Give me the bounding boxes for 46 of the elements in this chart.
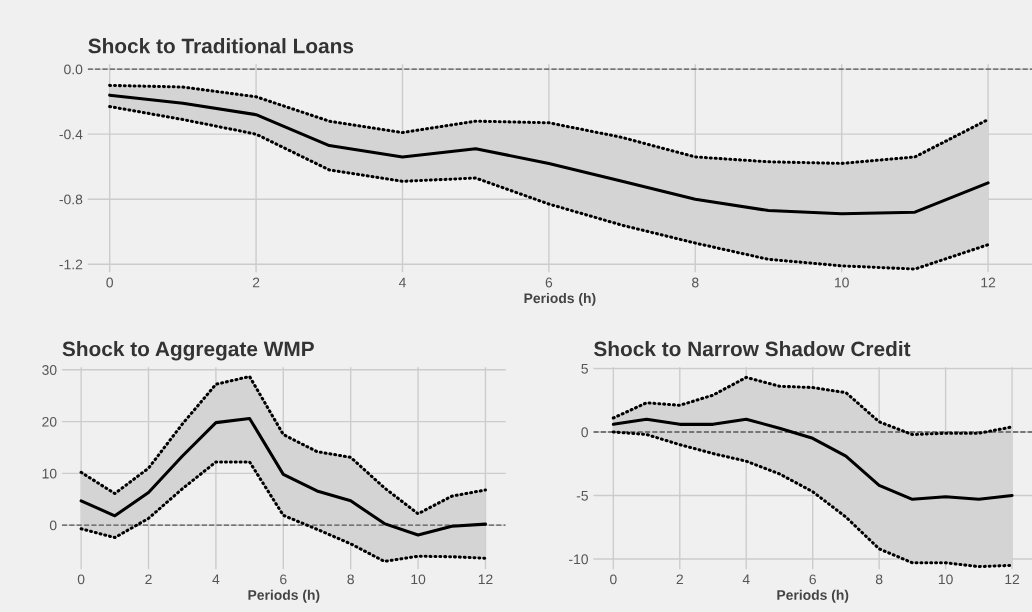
x-tick-label: 4 bbox=[398, 277, 406, 288]
x-tick-label: 10 bbox=[938, 574, 953, 585]
y-tick-label: 10 bbox=[42, 468, 57, 479]
y-tick-label: 30 bbox=[42, 365, 57, 375]
y-tick-label: -0.4 bbox=[59, 129, 83, 140]
chart-title: Shock to Narrow Shadow Credit bbox=[594, 340, 911, 357]
x-axis-title: Periods (h) bbox=[248, 589, 320, 603]
line-series bbox=[108, 83, 990, 165]
line-series bbox=[79, 416, 487, 537]
line-series bbox=[79, 460, 487, 563]
line-series bbox=[611, 417, 1014, 501]
x-tick-label: 2 bbox=[252, 277, 260, 288]
x-tick-label: 4 bbox=[212, 574, 220, 585]
y-tick-label: -1.2 bbox=[59, 259, 83, 270]
x-tick-label: 6 bbox=[545, 277, 553, 288]
x-tick-label: 12 bbox=[1005, 574, 1020, 585]
x-axis-title: Periods (h) bbox=[524, 292, 596, 306]
x-tick-label: 8 bbox=[347, 574, 354, 585]
x-tick-label: 10 bbox=[835, 277, 849, 288]
chart-title: Shock to Aggregate WMP bbox=[62, 340, 314, 361]
x-tick-label: 2 bbox=[145, 574, 152, 585]
line-series bbox=[108, 93, 990, 216]
x-tick-label: 12 bbox=[478, 574, 493, 585]
y-tick-label: 5 bbox=[581, 363, 588, 374]
x-tick-label: 8 bbox=[875, 574, 883, 585]
y-tick-label: 20 bbox=[42, 416, 57, 427]
x-tick-label: 2 bbox=[676, 574, 683, 585]
x-tick-label: 0 bbox=[610, 574, 617, 585]
y-tick-label: -10 bbox=[569, 554, 588, 565]
x-tick-label: 10 bbox=[411, 574, 426, 585]
x-tick-label: 12 bbox=[981, 277, 996, 288]
y-tick-label: 0 bbox=[49, 520, 57, 531]
x-axis-title: Periods (h) bbox=[777, 589, 849, 603]
line-series bbox=[611, 430, 1014, 569]
y-tick-label: -5 bbox=[576, 490, 588, 501]
chart-title: Shock to Traditional Loans bbox=[88, 38, 354, 54]
x-tick-label: 4 bbox=[742, 574, 750, 585]
y-tick-label: 0.0 bbox=[64, 64, 83, 75]
x-tick-label: 6 bbox=[280, 574, 287, 585]
x-tick-label: 0 bbox=[106, 277, 113, 288]
x-tick-label: 8 bbox=[692, 277, 699, 288]
x-tick-label: 6 bbox=[809, 574, 816, 585]
line-series bbox=[611, 375, 1014, 437]
line-series bbox=[79, 374, 487, 516]
y-tick-label: -0.8 bbox=[59, 194, 83, 205]
y-tick-label: 0 bbox=[581, 427, 588, 438]
